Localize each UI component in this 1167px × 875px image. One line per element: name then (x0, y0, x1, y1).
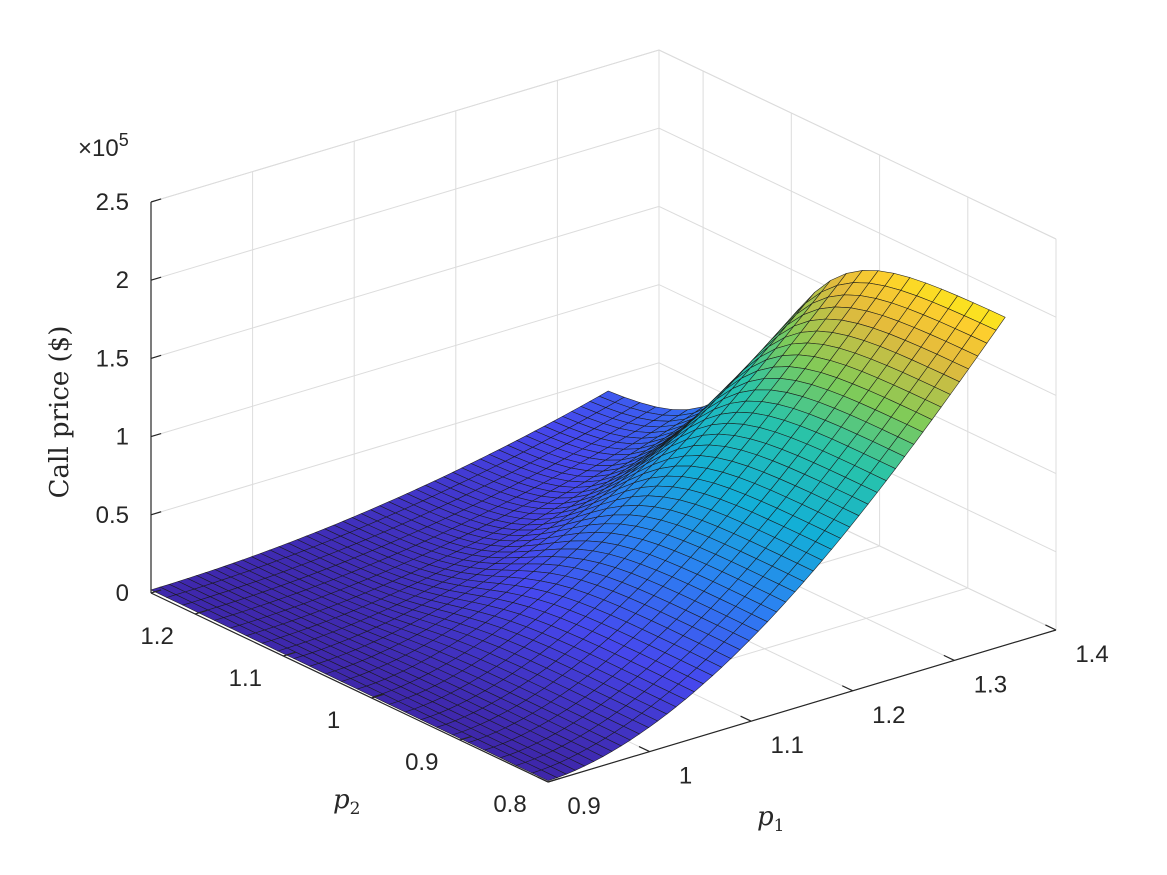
z-tick-label-4: 2 (116, 267, 129, 294)
z-tick-label-0: 0 (116, 580, 129, 607)
z-tick-label-5: 2.5 (96, 189, 129, 216)
box-back-edge-2 (150, 49, 660, 203)
axis-lines (150, 198, 1057, 783)
y-tick-label-0: 0.8 (493, 791, 526, 818)
x-tick-label-4: 1.3 (974, 671, 1007, 698)
y-tick-label-1: 0.9 (405, 749, 438, 776)
z-tick-label-1: 0.5 (96, 502, 129, 529)
y-tick-label-4: 1.2 (140, 623, 173, 650)
surface-mesh (150, 269, 1006, 782)
x-tick-1 (638, 746, 650, 753)
x-tick-0 (537, 776, 549, 783)
z-exponent-label: ×105 (78, 130, 129, 162)
z-tick-0 (150, 589, 162, 594)
z-tick-5 (150, 198, 162, 203)
x-tick-label-2: 1.1 (771, 732, 804, 759)
tick-labels: 0.9 1 1.1 1.2 1.3 1.4 0.8 0.9 1 1.1 1.2 0 0.5 1 1.5 2 2.… (96, 189, 1109, 820)
y-tick-4 (194, 609, 208, 615)
x-tick-label-5: 1.4 (1075, 641, 1108, 668)
x-tick-label-1: 1 (679, 763, 692, 790)
y-tick-label-3: 1.1 (229, 665, 262, 692)
z-tick-4 (150, 276, 162, 281)
y-tick-3 (283, 651, 296, 657)
z-tick-3 (150, 354, 162, 359)
x-tick-4 (943, 654, 955, 661)
y-axis-line (150, 592, 549, 783)
x-tick-3 (841, 685, 854, 692)
x-axis-line (547, 629, 1057, 783)
z-tick-1 (150, 511, 162, 516)
z-tick-2 (150, 432, 162, 438)
x-tick-label-3: 1.2 (872, 702, 905, 729)
z-tick-label-2: 1 (116, 424, 129, 451)
box-back-edge-3 (658, 49, 1057, 240)
x-axis-title: p1 (757, 802, 784, 836)
x-tick-2 (740, 715, 752, 722)
z-tick-label-3: 1.5 (96, 345, 129, 372)
surface-patch-0-0 (531, 769, 558, 782)
y-tick-label-2: 1 (327, 707, 340, 734)
y-tick-2 (371, 693, 384, 699)
y-axis-title: p2 (333, 785, 360, 819)
x-tick-5 (1045, 624, 1057, 631)
x-tick-label-0: 0.9 (567, 793, 600, 820)
y-tick-0 (547, 777, 561, 783)
z-axis-title: Call price ($) (45, 326, 75, 499)
y-tick-1 (459, 735, 473, 741)
